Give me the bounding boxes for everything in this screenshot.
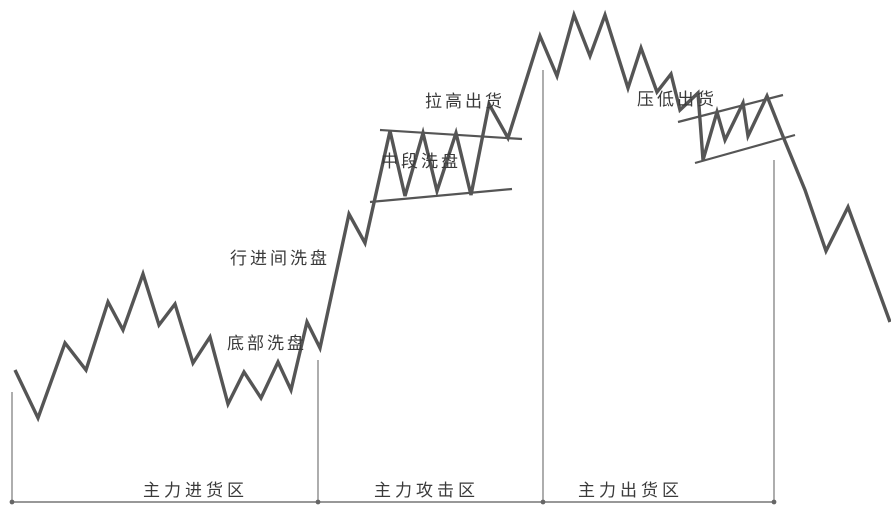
axis-tick-right: [771, 499, 777, 505]
label-moving-wash: 行进间洗盘: [230, 249, 330, 269]
axis-tick-left: [9, 499, 15, 505]
zone-label-distribution: 主力出货区: [578, 481, 683, 501]
zone-label-attack: 主力攻击区: [374, 481, 479, 501]
label-press-low-sell: 压低出货: [637, 90, 717, 110]
zone-label-accumulation: 主力进货区: [143, 481, 248, 501]
channel-upper-mid-wash: [379, 128, 523, 141]
price-zigzag-line: [13, 9, 891, 423]
label-bottom-wash: 底部洗盘: [227, 334, 307, 354]
label-mid-wash: 中段洗盘: [381, 152, 461, 172]
axis-tick-attack-distribution: [540, 499, 546, 505]
axis-tick-accumulation-attack: [315, 499, 321, 505]
channel-lower-press-low: [694, 133, 796, 165]
channel-lower-mid-wash: [369, 187, 513, 204]
label-pull-up-sell: 拉高出货: [425, 92, 505, 112]
